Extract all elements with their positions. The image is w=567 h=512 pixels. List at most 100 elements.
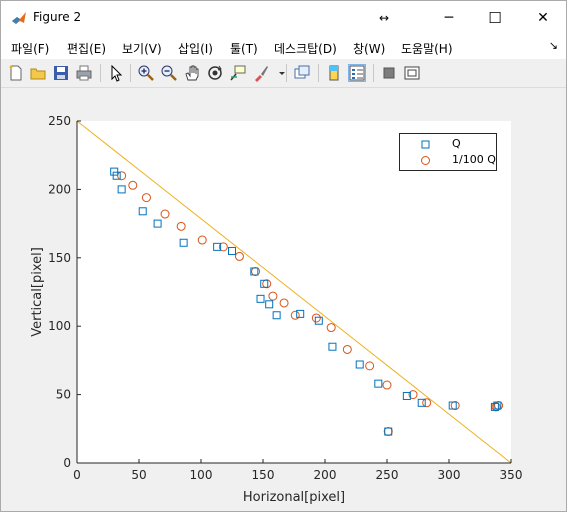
y-tick-label: 50 xyxy=(56,388,71,402)
data-point-q xyxy=(228,246,236,255)
data-point-q xyxy=(272,311,281,320)
data-point-q xyxy=(448,401,457,410)
data-point-q100 xyxy=(290,310,300,320)
legend-label: Q xyxy=(452,137,461,150)
y-tick-label: 200 xyxy=(48,182,71,196)
figure-toolbar xyxy=(1,59,566,88)
data-point-q xyxy=(117,185,126,194)
data-point-q xyxy=(112,171,121,180)
hide-plot-tools-icon[interactable] xyxy=(380,64,398,82)
brush-dropdown-icon[interactable] xyxy=(273,64,285,82)
x-axis-label: Horizonal[pixel] xyxy=(243,490,345,505)
y-tick-label: 250 xyxy=(48,114,71,128)
data-point-q100 xyxy=(311,313,321,323)
legend[interactable]: Q 1/100 Q xyxy=(399,133,497,171)
toolbar-separator xyxy=(373,64,374,82)
data-point-q100 xyxy=(422,398,432,408)
data-point-q xyxy=(265,300,274,309)
figure-area: 0 50 100 150 200 250 300 350 0 50 100 150 200 250 Hori… xyxy=(1,88,566,511)
menu-desktop[interactable]: 데스크탑(D) xyxy=(274,42,337,56)
data-point-q xyxy=(355,360,364,369)
circle-marker-icon xyxy=(421,156,430,165)
data-point-q100 xyxy=(197,235,207,245)
edit-plot-arrow-icon[interactable] xyxy=(107,64,125,82)
data-point-q100 xyxy=(117,171,127,181)
scatter-plot[interactable]: 0 50 100 150 200 250 300 350 0 50 100 150 200 250 Hori… xyxy=(1,88,566,511)
data-point-q xyxy=(153,219,162,228)
data-point-q xyxy=(384,427,393,436)
x-tick-label: 150 xyxy=(252,468,275,482)
data-point-q100 xyxy=(326,323,336,333)
legend-entry-q100: 1/100 Q xyxy=(400,152,496,168)
y-axis-label: Vertical[pixel] xyxy=(30,247,45,337)
data-point-q100 xyxy=(268,291,278,301)
legend-icon[interactable] xyxy=(348,64,366,82)
data-point-q100 xyxy=(176,221,186,231)
toolbar-separator xyxy=(286,64,287,82)
data-cursor-icon[interactable] xyxy=(229,64,247,82)
x-tick-label: 50 xyxy=(131,468,146,482)
data-point-q100 xyxy=(234,251,244,261)
toolbar-overflow-icon[interactable]: ↘ xyxy=(548,39,558,52)
close-button[interactable]: ✕ xyxy=(537,10,549,26)
zoom-in-icon[interactable] xyxy=(137,64,155,82)
data-point-q xyxy=(110,167,119,176)
data-point-q xyxy=(256,294,265,303)
data-point-q xyxy=(250,267,259,276)
save-icon[interactable] xyxy=(52,64,70,82)
data-point-q xyxy=(179,238,188,247)
reference-line xyxy=(76,120,512,464)
colorbar-icon[interactable] xyxy=(325,64,343,82)
menu-edit[interactable]: 편집(E) xyxy=(67,42,107,56)
x-tick-label: 250 xyxy=(376,468,399,482)
data-point-q xyxy=(328,342,337,351)
data-point-q xyxy=(138,207,147,216)
data-point-q100 xyxy=(382,380,392,390)
minimize-button[interactable]: ─ xyxy=(444,10,454,26)
x-tick-label: 300 xyxy=(438,468,461,482)
data-point-q xyxy=(213,242,222,251)
menu-insert[interactable]: 삽입(I) xyxy=(178,42,213,56)
new-figure-icon[interactable] xyxy=(7,64,25,82)
toolbar-separator xyxy=(318,64,319,82)
data-point-q xyxy=(314,316,323,325)
link-plot-icon[interactable] xyxy=(293,64,311,82)
menu-window[interactable]: 창(W) xyxy=(353,42,386,56)
menu-bar: 파일(F) 편집(E) 보기(V) 삽입(I) 툴(T) 데스크탑(D) 창(W… xyxy=(1,35,566,59)
title-bar[interactable]: Figure 2 ↔ ─ ☐ ✕ xyxy=(1,1,566,35)
open-file-icon[interactable] xyxy=(29,64,47,82)
data-point-q xyxy=(296,309,305,318)
maximize-button[interactable]: ☐ xyxy=(488,9,502,27)
menu-file[interactable]: 파일(F) xyxy=(11,42,50,56)
pan-hand-icon[interactable] xyxy=(183,64,201,82)
toolbar-separator xyxy=(100,64,101,82)
y-tick-label: 100 xyxy=(48,319,71,333)
data-point-q100 xyxy=(128,180,138,190)
data-point-q xyxy=(490,402,499,411)
data-point-q xyxy=(260,279,269,288)
menu-view[interactable]: 보기(V) xyxy=(122,42,162,56)
print-icon[interactable] xyxy=(75,64,93,82)
zoom-out-icon[interactable] xyxy=(160,64,178,82)
x-tick-label: 350 xyxy=(500,468,523,482)
toolbar-separator xyxy=(130,64,131,82)
data-point-q xyxy=(374,379,383,388)
data-point-q xyxy=(417,398,426,407)
rotate-3d-icon[interactable] xyxy=(206,64,224,82)
matlab-logo-icon xyxy=(11,10,27,26)
brush-icon[interactable] xyxy=(252,64,270,82)
data-point-q100 xyxy=(365,361,375,371)
menu-tools[interactable]: 툴(T) xyxy=(230,42,258,56)
show-plot-tools-icon[interactable] xyxy=(403,64,421,82)
resize-arrows-icon: ↔ xyxy=(378,11,390,25)
data-point-q xyxy=(402,391,411,400)
menu-help[interactable]: 도움말(H) xyxy=(401,42,453,56)
data-point-q xyxy=(493,401,502,410)
y-tick-label: 0 xyxy=(63,456,71,470)
legend-label: 1/100 Q xyxy=(452,153,496,166)
data-point-q100 xyxy=(218,242,228,252)
window-title: Figure 2 xyxy=(33,10,82,24)
x-tick-label: 0 xyxy=(73,468,81,482)
x-tick-label: 200 xyxy=(314,468,337,482)
data-point-q100 xyxy=(408,390,418,400)
